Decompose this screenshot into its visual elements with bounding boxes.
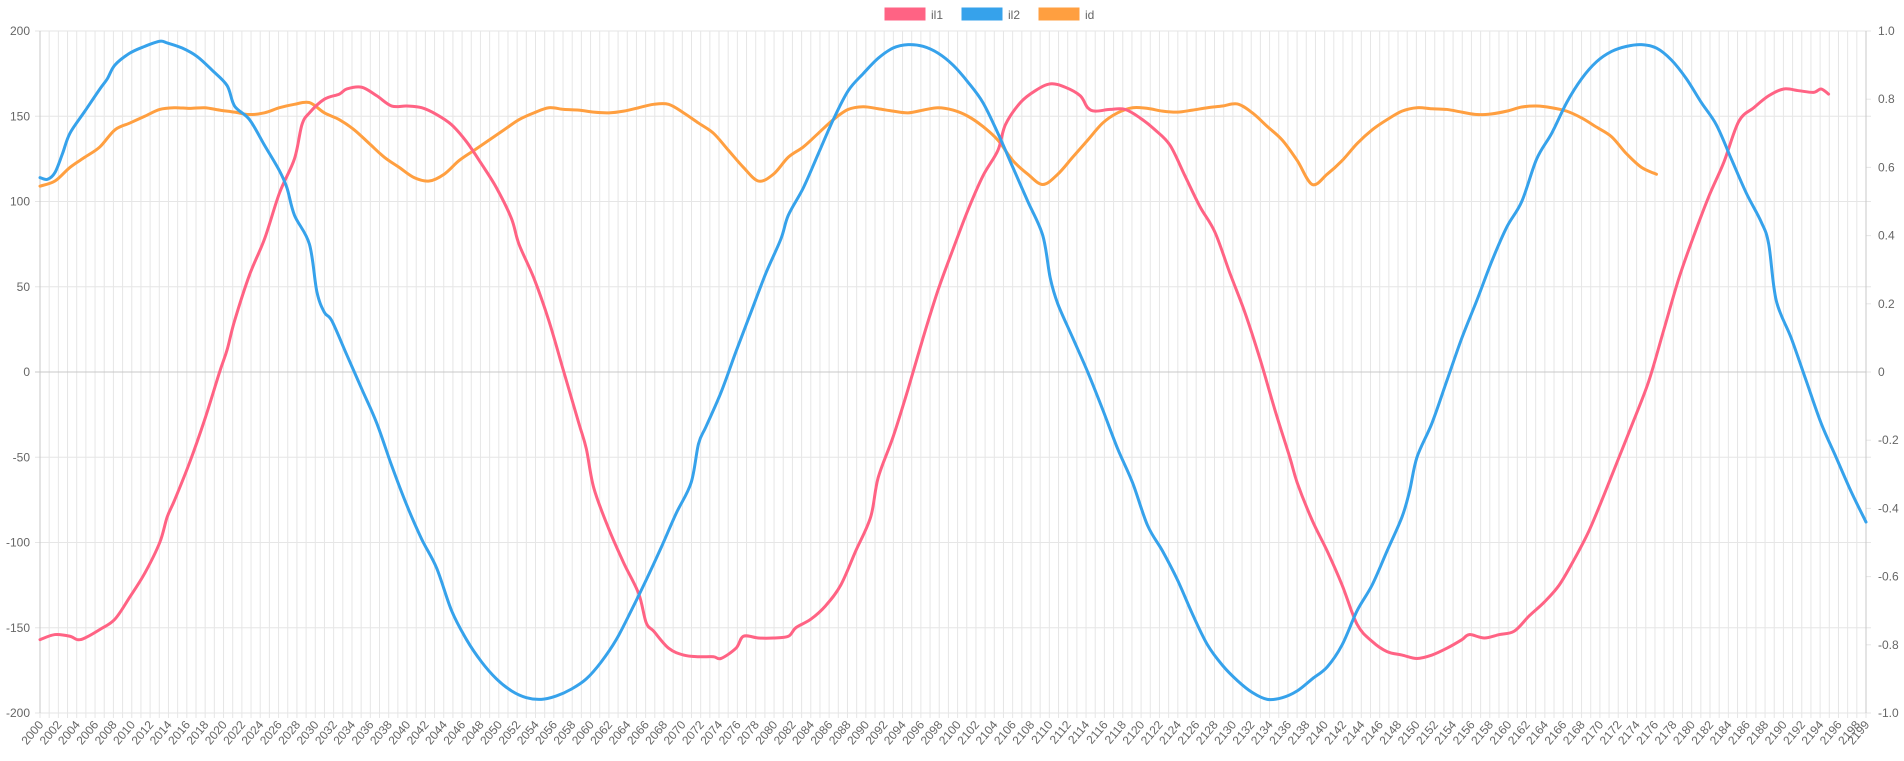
series-lines: [38, 39, 1868, 702]
legend-swatch: [884, 7, 926, 21]
left-tick-label: -150: [6, 621, 30, 635]
grid: [35, 30, 1871, 718]
legend-swatch: [961, 7, 1003, 21]
right-tick-label: 1.0: [1878, 24, 1895, 38]
series-line-il2[interactable]: [38, 39, 1868, 702]
legend-label: id: [1085, 8, 1094, 22]
right-tick-label: 0.8: [1878, 92, 1895, 106]
left-tick-label: 100: [10, 195, 30, 209]
series-line-il1[interactable]: [38, 82, 1831, 661]
legend-item-id[interactable]: id: [1038, 7, 1094, 22]
right-tick-label: 0.4: [1878, 229, 1895, 243]
left-axis: -200 -150 -100 -50 0 50 100 150 200: [6, 24, 30, 720]
right-tick-label: -0.2: [1878, 433, 1899, 447]
left-tick-label: 200: [10, 24, 30, 38]
left-tick-label: -200: [6, 706, 30, 720]
legend-label: il2: [1008, 8, 1020, 22]
right-tick-label: -0.4: [1878, 501, 1899, 515]
left-tick-label: -100: [6, 536, 30, 550]
right-tick-label: 0.2: [1878, 297, 1895, 311]
legend: il1 il2 id: [884, 7, 1094, 22]
left-tick-label: 150: [10, 109, 30, 123]
legend-item-il1[interactable]: il1: [884, 7, 943, 22]
right-tick-label: -0.8: [1878, 638, 1899, 652]
left-tick-label: 50: [17, 280, 31, 294]
x-axis: 2000200220042006200820102012201420162018…: [18, 718, 1872, 748]
legend-label: il1: [931, 8, 943, 22]
legend-item-il2[interactable]: il2: [961, 7, 1020, 22]
right-axis: -1.0 -0.8 -0.6 -0.4 -0.2 0 0.2 0.4 0.6 0.8 1.0: [1878, 24, 1899, 720]
left-tick-label: -50: [13, 450, 31, 464]
legend-swatch: [1038, 7, 1080, 21]
series-line-id[interactable]: [38, 100, 1658, 188]
right-tick-label: 0: [1878, 365, 1885, 379]
right-tick-label: -0.6: [1878, 570, 1899, 584]
right-tick-label: 0.6: [1878, 160, 1895, 174]
left-tick-label: 0: [23, 365, 30, 379]
right-tick-label: -1.0: [1878, 706, 1899, 720]
